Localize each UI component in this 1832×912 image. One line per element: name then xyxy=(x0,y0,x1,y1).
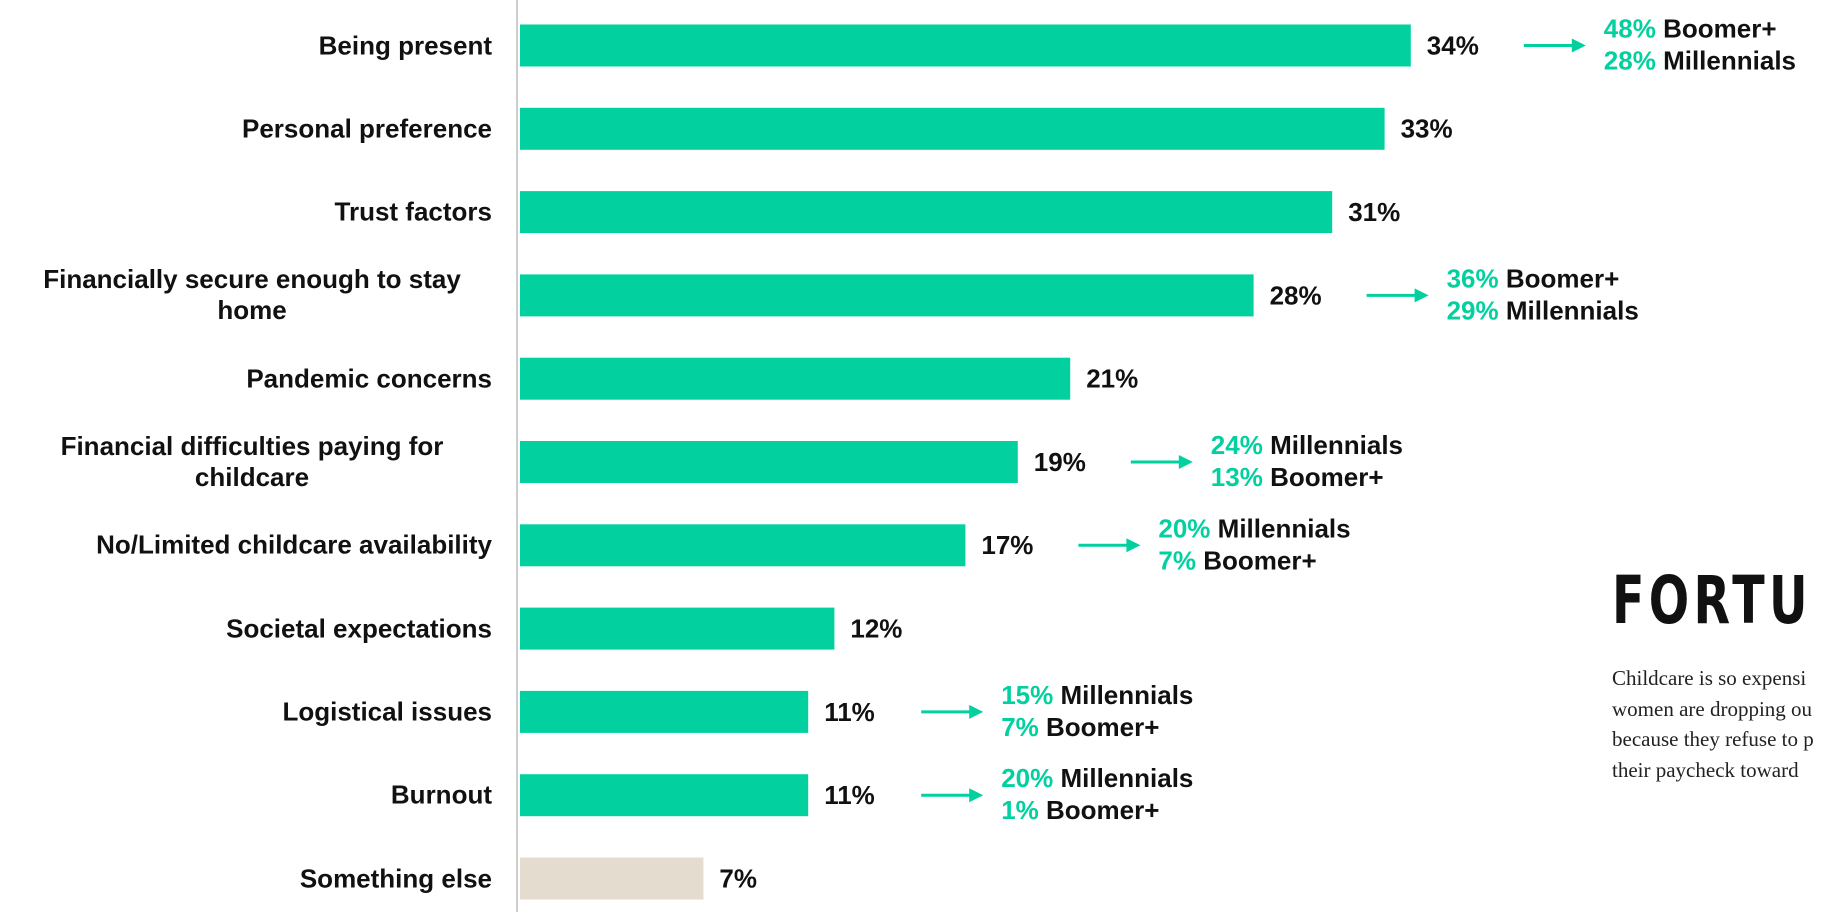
breakdown-value: 28% xyxy=(1604,45,1656,75)
bar xyxy=(520,774,809,817)
category-label: No/Limited childcare availability xyxy=(96,529,492,560)
breakdown-value: 7% xyxy=(1158,545,1196,575)
breakdown: 28% Millennials xyxy=(1604,45,1796,75)
breakdown: 15% Millennials xyxy=(1001,680,1193,710)
value-label: 11% xyxy=(824,697,875,727)
breakdown-group: Boomer+ xyxy=(1203,545,1316,575)
category-label: Trust factors xyxy=(334,196,493,227)
breakdown-value: 29% xyxy=(1447,295,1499,325)
breakdown-group: Millennials xyxy=(1060,763,1193,793)
category-label: Financial difficulties paying for childc… xyxy=(60,431,444,492)
clipping-line: Childcare is so expensi xyxy=(1612,666,1807,690)
category-label: Something else xyxy=(299,863,492,893)
arrow-head xyxy=(969,788,984,803)
category-label: Pandemic concerns xyxy=(246,363,492,394)
value-label: 31% xyxy=(1348,197,1400,227)
value-label: 21% xyxy=(1086,364,1138,394)
value-label: 34% xyxy=(1427,30,1479,60)
breakdown-value: 7% xyxy=(1001,712,1039,742)
breakdown-group: Millennials xyxy=(1218,513,1351,543)
bar xyxy=(520,857,704,900)
arrow-head xyxy=(1178,455,1193,469)
value-label: 17% xyxy=(981,530,1033,560)
breakdown-group: Boomer+ xyxy=(1663,13,1776,43)
breakdown-group: Boomer+ xyxy=(1046,712,1159,742)
breakdown-value: 24% xyxy=(1211,430,1263,460)
clipping-line: their paycheck toward xyxy=(1612,757,1799,782)
value-label: 33% xyxy=(1401,114,1453,144)
category-label: Personal preference xyxy=(241,113,492,144)
breakdown: 1% Boomer+ xyxy=(1001,795,1159,825)
clipping-line: because they refuse to p xyxy=(1612,727,1814,751)
category-label: Logistical issues xyxy=(282,696,492,727)
breakdown-value: 36% xyxy=(1447,263,1499,293)
arrow-head xyxy=(1126,538,1141,553)
category-label: Burnout xyxy=(390,779,492,810)
category-label: Being present xyxy=(318,30,492,60)
breakdown-value: 48% xyxy=(1604,13,1656,43)
bar xyxy=(520,107,1385,150)
bar xyxy=(520,357,1071,400)
breakdown: 20% Millennials xyxy=(1001,763,1193,793)
value-label: 28% xyxy=(1270,280,1322,310)
arrow-head xyxy=(1571,38,1586,53)
bar xyxy=(520,524,966,567)
clipping-line: women are dropping ou xyxy=(1612,696,1813,721)
value-label: 19% xyxy=(1034,447,1086,477)
breakdown: 29% Millennials xyxy=(1447,295,1639,325)
breakdown-group: Boomer+ xyxy=(1506,263,1619,293)
breakdown: 20% Millennials xyxy=(1158,513,1350,543)
bar xyxy=(520,274,1254,317)
breakdown-group: Millennials xyxy=(1663,45,1796,75)
value-label: 7% xyxy=(719,863,757,893)
bar xyxy=(520,191,1333,234)
breakdown: 7% Boomer+ xyxy=(1001,712,1159,742)
breakdown-group: Millennials xyxy=(1506,295,1639,325)
bar xyxy=(520,24,1411,67)
arrow-head xyxy=(1414,288,1429,303)
breakdown: 13% Boomer+ xyxy=(1211,462,1384,492)
breakdown-group: Millennials xyxy=(1060,680,1193,710)
bar xyxy=(520,690,809,733)
category-label: Societal expectations xyxy=(226,613,492,644)
breakdown: 24% Millennials xyxy=(1211,430,1403,460)
breakdown-value: 1% xyxy=(1001,795,1039,825)
breakdown-group: Boomer+ xyxy=(1046,795,1159,825)
breakdown: 7% Boomer+ xyxy=(1158,545,1316,575)
breakdown-group: Boomer+ xyxy=(1270,462,1383,492)
breakdown-value: 20% xyxy=(1001,763,1053,793)
bar xyxy=(520,441,1018,483)
breakdown-value: 15% xyxy=(1001,680,1053,710)
clipping-logo: FORTU xyxy=(1612,562,1812,639)
bar xyxy=(520,607,835,650)
value-label: 12% xyxy=(850,613,902,643)
breakdown-value: 13% xyxy=(1211,462,1263,492)
breakdown: 48% Boomer+ xyxy=(1604,13,1777,43)
breakdown: 36% Boomer+ xyxy=(1447,263,1620,293)
breakdown-group: Millennials xyxy=(1270,430,1403,460)
value-label: 11% xyxy=(824,780,875,810)
category-label: Financially secure enough to stay home xyxy=(43,264,461,326)
breakdown-value: 20% xyxy=(1158,513,1210,543)
arrow-head xyxy=(969,704,984,719)
